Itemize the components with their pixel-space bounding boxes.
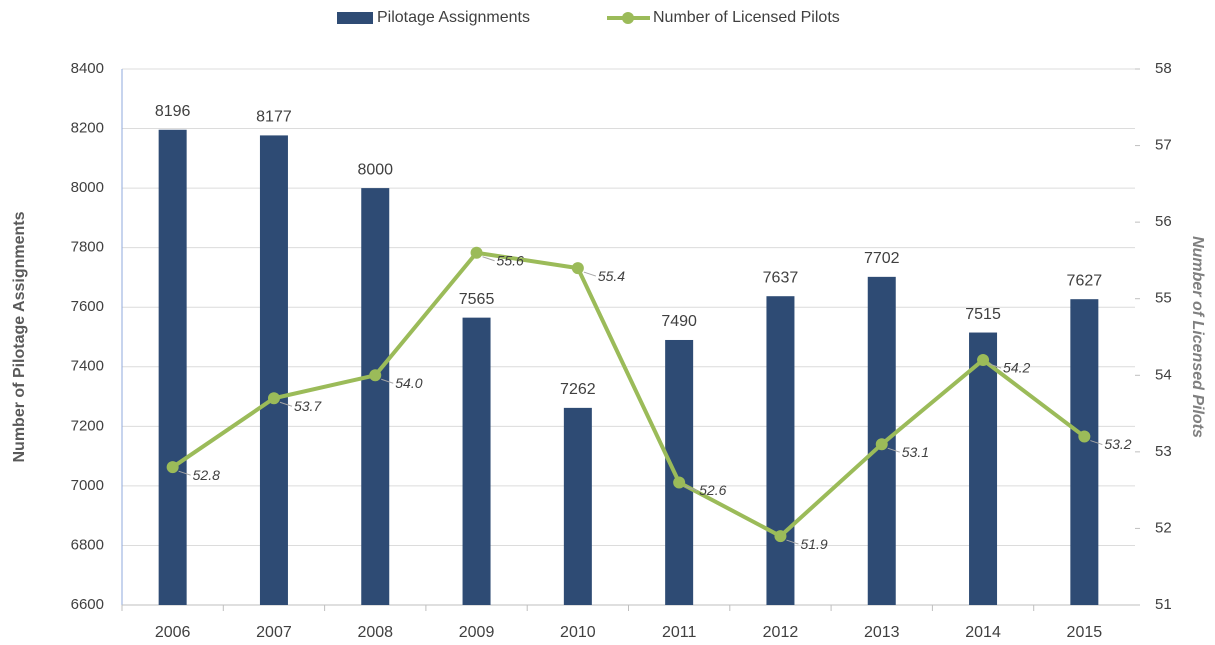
line-value-label: 54.2	[1003, 360, 1030, 376]
line-point	[774, 530, 787, 543]
bar-value-label: 8196	[155, 103, 191, 120]
line-point	[470, 246, 483, 259]
y2-tick-label: 54	[1155, 366, 1172, 383]
bar	[1070, 299, 1099, 605]
label-leader	[887, 447, 900, 453]
label-leader	[381, 378, 394, 384]
bar-value-label: 8000	[357, 161, 393, 178]
bar	[563, 407, 592, 605]
x-tick-label: 2007	[256, 624, 292, 641]
y-axis-title: Number of Pilotage Assignments	[11, 211, 28, 462]
y2-tick-label: 55	[1155, 290, 1172, 307]
line-point	[369, 369, 382, 382]
y-tick-label: 6600	[71, 596, 104, 613]
line-point	[977, 353, 990, 366]
line-point	[571, 262, 584, 275]
legend-label: Pilotage Assignments	[377, 9, 530, 26]
bar-value-label: 7490	[661, 313, 697, 330]
bar	[259, 135, 288, 605]
y-tick-label: 7800	[71, 239, 104, 256]
line-value-label: 53.7	[294, 398, 322, 414]
bar-value-label: 7262	[560, 381, 596, 398]
label-leader	[988, 363, 1002, 369]
x-tick-label: 2015	[1067, 624, 1103, 641]
x-tick-label: 2013	[864, 624, 900, 641]
bar-value-label: 7627	[1067, 272, 1103, 289]
y-tick-label: 8000	[71, 179, 104, 196]
x-tick-label: 2012	[763, 624, 799, 641]
label-leader	[684, 486, 698, 491]
label-leader	[279, 401, 293, 407]
bar	[665, 339, 694, 605]
bar	[158, 129, 187, 605]
x-tick-label: 2010	[560, 624, 596, 641]
bar	[969, 332, 998, 605]
bar-value-label: 7637	[763, 269, 799, 286]
line-point	[1078, 430, 1091, 443]
legend-swatch-point	[622, 12, 634, 24]
label-leader	[482, 256, 495, 262]
x-tick-label: 2011	[662, 624, 697, 641]
y-tick-label: 7200	[71, 417, 104, 434]
line-value-label: 55.6	[497, 252, 524, 268]
y2-tick-label: 58	[1155, 60, 1172, 77]
line-value-label: 55.4	[598, 268, 625, 284]
y2-tick-label: 56	[1155, 213, 1172, 230]
y-tick-label: 8200	[71, 120, 104, 137]
line-value-label: 52.6	[699, 482, 726, 498]
y-tick-label: 7000	[71, 477, 104, 494]
bar-value-label: 8177	[256, 109, 292, 126]
bar-value-label: 7515	[965, 306, 1001, 323]
legend-swatch	[337, 12, 373, 24]
bar	[766, 296, 795, 605]
bar	[462, 317, 491, 605]
line-point	[673, 476, 686, 489]
y2-axis-title: Number of Licensed Pilots	[1189, 236, 1206, 438]
bar-value-label: 7565	[459, 291, 495, 308]
x-tick-label: 2006	[155, 624, 191, 641]
y-tick-label: 7400	[71, 358, 104, 375]
y-tick-label: 8400	[71, 60, 104, 77]
line-point	[267, 392, 280, 405]
legend-label: Number of Licensed Pilots	[653, 9, 840, 26]
bar	[361, 188, 390, 605]
line-value-label: 51.9	[800, 536, 827, 552]
line-value-label: 52.8	[193, 467, 220, 483]
label-leader	[583, 271, 597, 277]
y2-tick-label: 57	[1155, 137, 1172, 154]
line-value-label: 54.0	[395, 375, 422, 391]
label-leader	[1090, 440, 1103, 446]
line-value-label: 53.1	[902, 444, 929, 460]
label-leader	[178, 470, 191, 476]
line-point	[875, 438, 888, 451]
y2-tick-label: 52	[1155, 519, 1172, 536]
y2-tick-label: 53	[1155, 443, 1172, 460]
y-tick-label: 7600	[71, 298, 104, 315]
label-leader	[786, 539, 799, 545]
line	[171, 250, 1086, 539]
line-point	[166, 461, 179, 474]
bar-value-label: 7702	[864, 250, 900, 267]
x-tick-label: 2008	[357, 624, 393, 641]
y-tick-label: 6800	[71, 536, 104, 553]
x-tick-label: 2009	[459, 624, 495, 641]
y2-tick-label: 51	[1155, 596, 1172, 613]
line-value-label: 53.2	[1104, 436, 1131, 452]
x-tick-label: 2014	[965, 624, 1001, 641]
